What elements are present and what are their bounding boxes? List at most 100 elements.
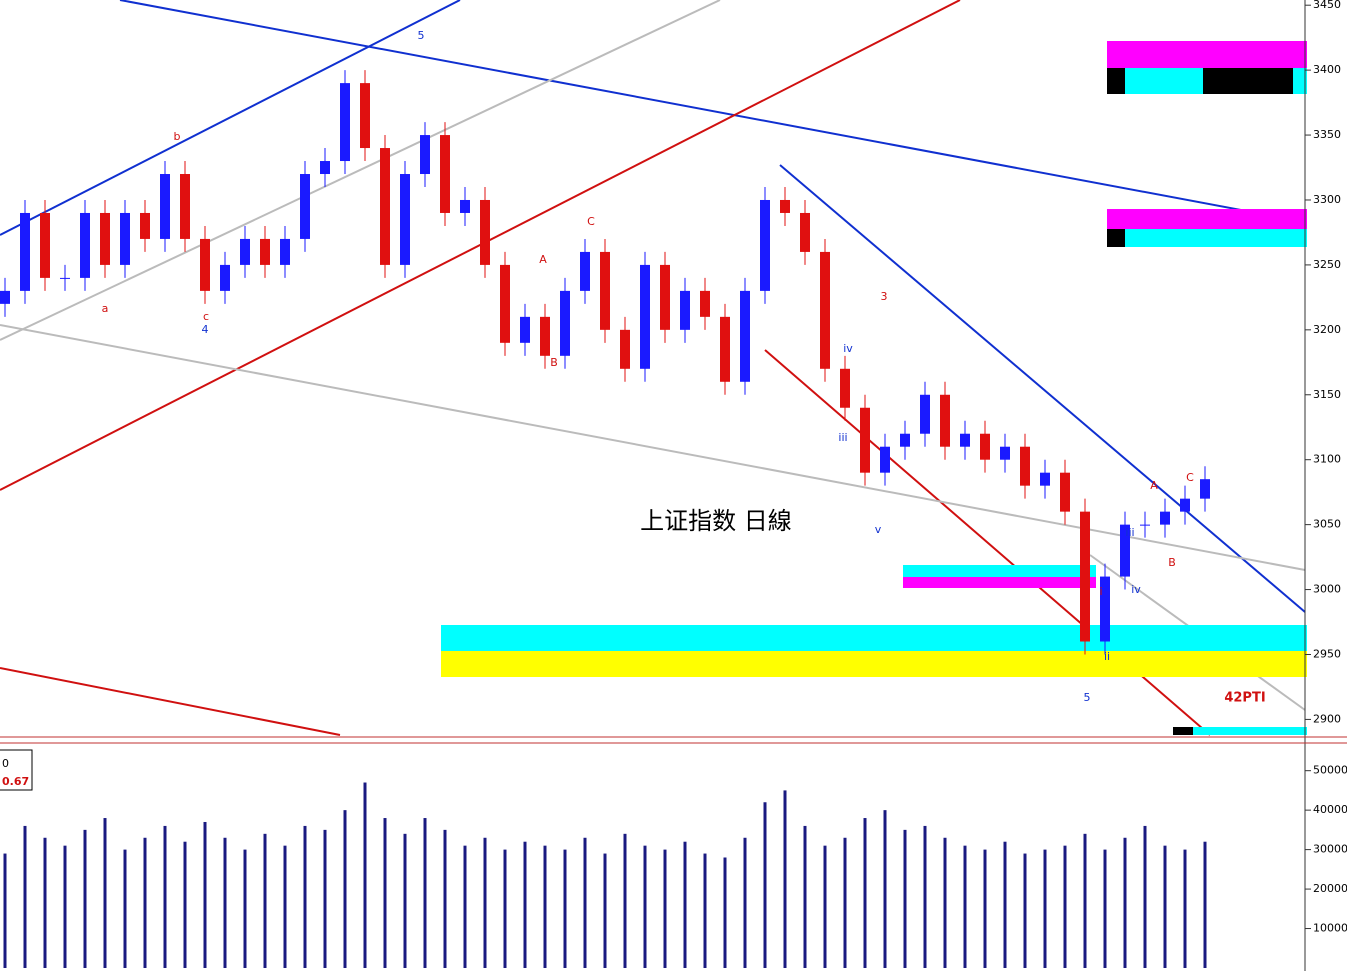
y-tick-label: 2950 xyxy=(1313,647,1341,660)
wave-label: c xyxy=(203,310,209,323)
candle-body xyxy=(1200,479,1210,499)
candle-body xyxy=(280,238,290,265)
candle-body xyxy=(1060,472,1070,512)
zone xyxy=(1107,41,1307,68)
wave-label: 5 xyxy=(418,29,425,42)
candle-body xyxy=(720,316,730,382)
y-tick-label: 3100 xyxy=(1313,453,1341,466)
candle-body xyxy=(380,148,390,265)
annotation: 42PTI xyxy=(1224,691,1265,706)
wave-label: iii xyxy=(838,431,847,444)
y-tick-label: 3150 xyxy=(1313,388,1341,401)
candle-body xyxy=(640,264,650,369)
volume-bar xyxy=(63,845,67,968)
wave-label: v xyxy=(875,523,882,536)
zone xyxy=(1107,229,1125,247)
wave-label: iii xyxy=(1125,526,1134,539)
volume-bar xyxy=(403,833,407,968)
volume-bar xyxy=(563,849,567,968)
candle-body xyxy=(420,135,430,175)
candle-body xyxy=(600,251,610,330)
y-tick-label: 3350 xyxy=(1313,128,1341,141)
volume-bar xyxy=(443,829,447,968)
candle-body xyxy=(1020,446,1030,486)
candle-body xyxy=(760,199,770,291)
wave-label: C xyxy=(587,215,595,228)
wave-label: 4 xyxy=(202,323,209,336)
volume-bar xyxy=(1003,841,1007,968)
candle-body xyxy=(700,290,710,317)
wave-label: iv xyxy=(1131,583,1141,596)
candle-body xyxy=(1040,472,1050,486)
wave-label: iv xyxy=(843,342,853,355)
candle-body xyxy=(920,394,930,434)
volume-bar xyxy=(1083,833,1087,968)
volume-bar xyxy=(1023,853,1027,968)
wave-label: ii xyxy=(1104,650,1110,663)
volume-bar xyxy=(583,837,587,968)
volume-bar xyxy=(683,841,687,968)
candle-body xyxy=(860,407,870,473)
candle-body xyxy=(1100,576,1110,642)
candle-body xyxy=(120,212,130,265)
volume-bar xyxy=(943,837,947,968)
volume-bar xyxy=(303,825,307,968)
volume-bar xyxy=(823,845,827,968)
candle-body xyxy=(560,290,570,356)
volume-bar xyxy=(883,810,887,968)
candle-body xyxy=(300,174,310,239)
candle-body xyxy=(240,238,250,265)
candle-body xyxy=(840,368,850,408)
volume-bar xyxy=(923,825,927,968)
candle-body xyxy=(460,199,470,213)
wave-label: i xyxy=(1099,585,1102,598)
zone xyxy=(903,577,1096,588)
volume-bar xyxy=(183,841,187,968)
candle-body xyxy=(1080,511,1090,642)
wave-label: C xyxy=(1186,471,1194,484)
candle-body xyxy=(880,446,890,473)
candle-body xyxy=(800,212,810,252)
zone xyxy=(441,625,1307,651)
volume-bar xyxy=(643,845,647,968)
candle-body xyxy=(940,394,950,447)
candle-body xyxy=(400,174,410,265)
volume-bar xyxy=(283,845,287,968)
candle-body xyxy=(820,251,830,369)
chart-title: 上证指数 日線 xyxy=(640,507,792,535)
volume-bar xyxy=(1043,849,1047,968)
zone xyxy=(903,565,1096,577)
volume-bar xyxy=(663,849,667,968)
volume-bar xyxy=(523,841,527,968)
candle-body xyxy=(20,212,30,291)
candle-body xyxy=(320,161,330,175)
candle-body xyxy=(260,238,270,265)
candle-body xyxy=(900,433,910,447)
volume-bar xyxy=(1103,849,1107,968)
volume-bar xyxy=(463,845,467,968)
volume-bar xyxy=(1063,845,1067,968)
y-tick-label: 3000 xyxy=(1313,583,1341,596)
y-tick-label: 50000 xyxy=(1313,764,1347,777)
candle-body xyxy=(1140,524,1150,526)
candle-body xyxy=(440,135,450,213)
volume-bar xyxy=(963,845,967,968)
y-tick-label: 3400 xyxy=(1313,63,1341,76)
volume-bar xyxy=(803,825,807,968)
volume-bar xyxy=(863,818,867,968)
zone xyxy=(1107,68,1125,94)
volume-bar xyxy=(223,837,227,968)
volume-bar xyxy=(263,833,267,968)
candle-body xyxy=(160,174,170,239)
volume-bar xyxy=(723,857,727,968)
volume-bar xyxy=(1163,845,1167,968)
candle-body xyxy=(660,264,670,330)
candle-body xyxy=(360,83,370,149)
volume-bar xyxy=(623,833,627,968)
wave-label: b xyxy=(174,130,181,143)
volume-bar xyxy=(43,837,47,968)
trend-line xyxy=(779,164,1306,613)
volume-bar xyxy=(843,837,847,968)
y-tick-label: 20000 xyxy=(1313,882,1347,895)
candle-body xyxy=(500,264,510,343)
